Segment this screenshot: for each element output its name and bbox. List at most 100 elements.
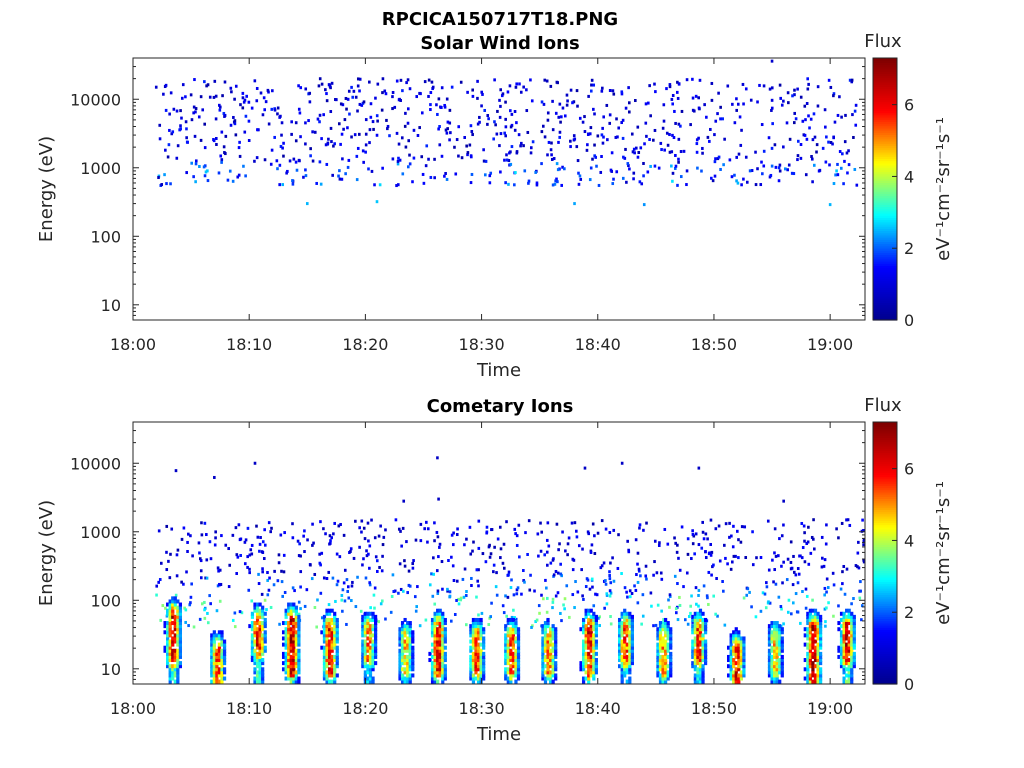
heatmap-cell <box>782 523 785 526</box>
heatmap-cell <box>581 594 584 597</box>
heatmap-cell <box>282 155 285 158</box>
heatmap-cell <box>628 167 631 170</box>
heatmap-cell <box>407 165 410 168</box>
heatmap-cell <box>842 182 845 185</box>
heatmap-cell <box>750 99 753 102</box>
heatmap-cell <box>668 133 671 136</box>
heatmap-cell <box>401 136 404 139</box>
heatmap-cells <box>155 456 865 683</box>
y-axis-label: Energy (eV) <box>36 500 57 606</box>
heatmap-cell <box>412 559 415 562</box>
heatmap-cell <box>365 143 368 146</box>
heatmap-cell <box>373 183 376 186</box>
heatmap-cell <box>432 573 435 576</box>
heatmap-cell <box>369 128 372 131</box>
heatmap-cell <box>628 677 631 681</box>
heatmap-cell <box>203 608 206 611</box>
heatmap-cell <box>500 132 503 135</box>
heatmap-cell <box>750 605 753 608</box>
heatmap-cell <box>645 578 648 581</box>
heatmap-cell <box>271 149 274 152</box>
heatmap-cell <box>506 574 509 577</box>
heatmap-cell <box>395 518 398 521</box>
heatmap-cell <box>281 580 284 583</box>
heatmap-cell <box>505 615 508 618</box>
heatmap-cell <box>541 100 544 103</box>
heatmap-cell <box>373 594 376 597</box>
heatmap-cell <box>230 124 233 127</box>
heatmap-cell <box>482 627 485 631</box>
heatmap-cell <box>453 579 456 582</box>
heatmap-cell <box>381 555 384 558</box>
heatmap-cell <box>515 121 518 124</box>
heatmap-cell <box>530 626 533 629</box>
heatmap-cell <box>680 175 683 178</box>
heatmap-cell <box>165 182 168 185</box>
heatmap-cell <box>415 605 418 608</box>
heatmap-cell <box>446 178 449 181</box>
heatmap-cell <box>686 169 689 172</box>
heatmap-cell <box>696 151 699 154</box>
heatmap-cell <box>295 139 298 142</box>
heatmap-cell <box>437 589 440 592</box>
heatmap-cell <box>358 89 361 92</box>
heatmap-cell <box>553 573 556 576</box>
heatmap-cell <box>520 593 523 596</box>
heatmap-cell <box>552 598 555 601</box>
heatmap-cell <box>685 183 688 186</box>
heatmap-cell <box>504 101 507 104</box>
heatmap-cell <box>826 577 829 580</box>
heatmap-cell <box>853 652 856 656</box>
heatmap-cell <box>447 559 450 562</box>
heatmap-cell <box>420 523 423 526</box>
heatmap-cell <box>621 462 624 465</box>
heatmap-cell <box>250 599 253 602</box>
heatmap-cell <box>297 615 300 619</box>
heatmap-cell <box>840 167 843 170</box>
heatmap-cell <box>429 108 432 111</box>
plot-frame <box>133 422 865 684</box>
heatmap-cell <box>560 619 563 622</box>
heatmap-cell <box>742 83 745 86</box>
heatmap-cell <box>844 593 847 596</box>
heatmap-cell <box>819 615 822 619</box>
heatmap-cell <box>440 106 443 109</box>
heatmap-cell <box>572 568 575 571</box>
heatmap-cell <box>731 175 734 178</box>
heatmap-cell <box>381 569 384 572</box>
heatmap-cell <box>579 117 582 120</box>
heatmap-cell <box>198 551 201 554</box>
heatmap-cell <box>469 144 472 147</box>
heatmap-cell <box>680 150 683 153</box>
heatmap-cell <box>509 150 512 153</box>
heatmap-cell <box>531 99 534 102</box>
heatmap-cell <box>579 178 582 181</box>
heatmap-cell <box>318 120 321 123</box>
heatmap-cell <box>381 599 384 602</box>
heatmap-cell <box>471 133 474 136</box>
heatmap-cell <box>538 612 541 615</box>
colorbar-tick-label: 2 <box>904 603 914 622</box>
heatmap-cell <box>261 593 264 596</box>
heatmap-cell <box>297 540 300 543</box>
heatmap-cell <box>282 142 285 145</box>
heatmap-cell <box>514 110 517 113</box>
heatmap-cell <box>721 580 724 583</box>
heatmap-cell <box>628 110 631 113</box>
heatmap-cell <box>611 182 614 185</box>
heatmap-cell <box>663 103 666 106</box>
heatmap-cell <box>449 109 452 112</box>
heatmap-cell <box>446 132 449 135</box>
heatmap-cell <box>583 115 586 118</box>
heatmap-cell <box>309 100 312 103</box>
heatmap-cell <box>314 606 317 609</box>
heatmap-cell <box>778 166 781 169</box>
heatmap-cell <box>547 111 550 114</box>
heatmap-cell <box>642 593 645 596</box>
heatmap-cell <box>733 174 736 177</box>
heatmap-cell <box>194 180 197 183</box>
heatmap-cell <box>456 138 459 141</box>
heatmap-cell <box>357 77 360 80</box>
heatmap-cell <box>425 521 428 524</box>
